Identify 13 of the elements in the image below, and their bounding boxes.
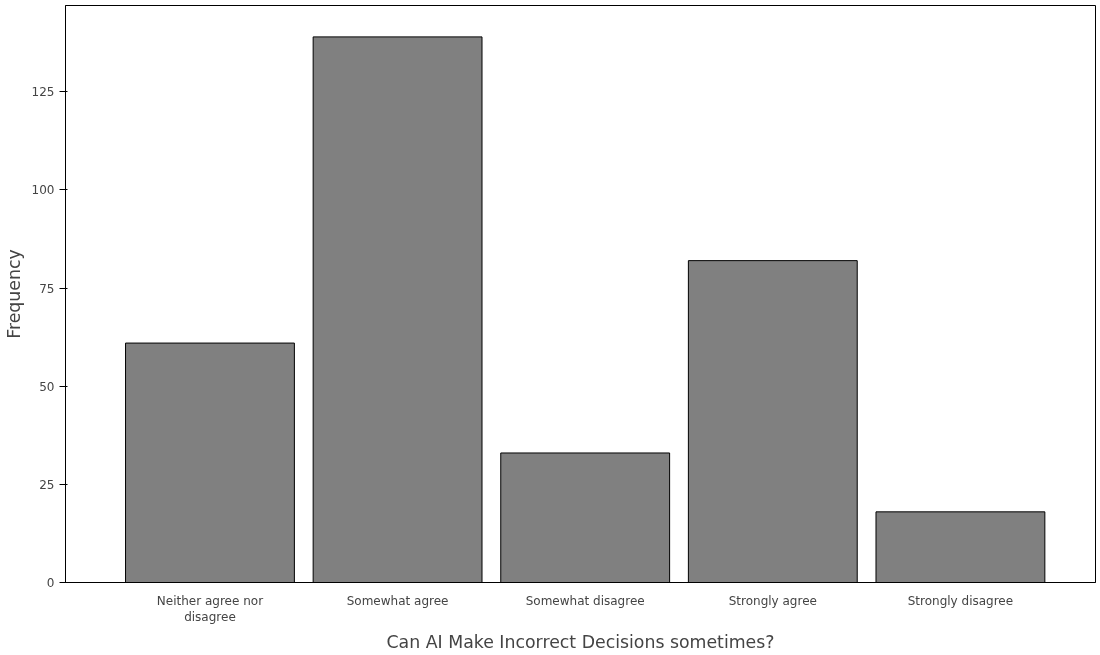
y-tick-label: 75 bbox=[39, 281, 55, 296]
y-tick-label: 0 bbox=[46, 576, 55, 590]
x-tick-label: Neither agree nor disagree bbox=[156, 593, 264, 625]
y-tick-label: 25 bbox=[39, 477, 55, 492]
x-tick-label: Somewhat disagree bbox=[525, 593, 645, 608]
x-tick-label: Strongly agree bbox=[728, 593, 817, 608]
y-tick-label: 50 bbox=[39, 379, 55, 394]
x-tick-label: Somewhat agree bbox=[346, 593, 449, 608]
x-tick-label: Strongly disagree bbox=[907, 593, 1014, 608]
y-tick-label: 100 bbox=[31, 183, 55, 198]
y-axis-title: Frequency bbox=[3, 249, 24, 339]
y-tick-label: 125 bbox=[31, 85, 55, 100]
x-axis-title: Can AI Make Incorrect Decisions sometimes? bbox=[386, 632, 775, 653]
